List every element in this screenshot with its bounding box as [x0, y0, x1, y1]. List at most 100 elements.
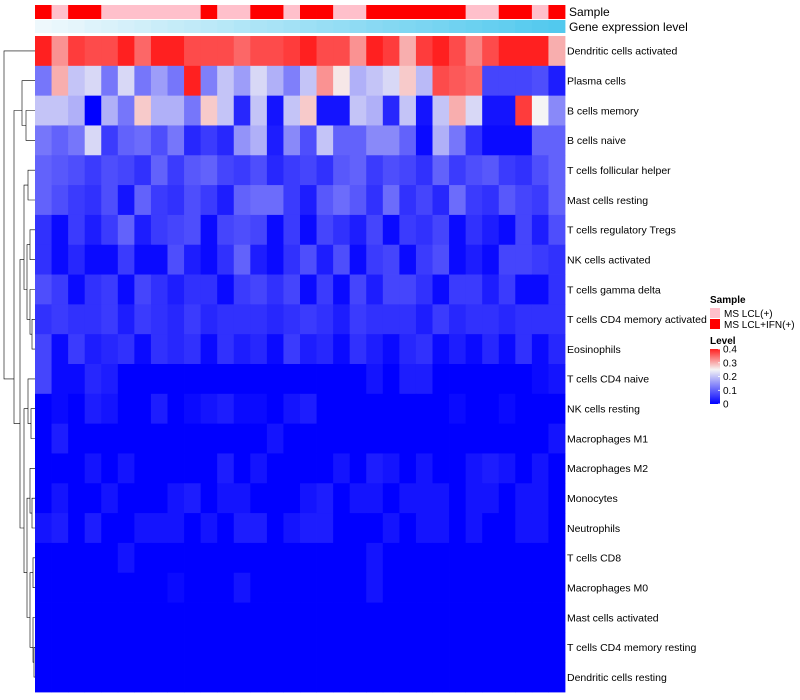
cell-macrophages-m2-7	[134, 453, 152, 484]
cell-t-cells-follicular-helper-1	[35, 155, 52, 186]
cell-macrophages-m2-16	[283, 453, 301, 484]
cell-monocytes-15	[266, 483, 284, 514]
cell-t-cells-gamma-delta-9	[167, 274, 185, 305]
cell-dendritic-cells-resting-12	[217, 662, 235, 693]
cell-mast-cells-activated-28	[482, 602, 500, 633]
cell-eosinophils-26	[449, 334, 467, 365]
cell-dendritic-cells-resting-25	[432, 662, 450, 693]
cell-t-cells-follicular-helper-11	[200, 155, 218, 186]
cell-nk-cells-resting-24	[415, 393, 433, 425]
cell-plasma-cells-29	[498, 65, 516, 97]
cell-macrophages-m0-10	[184, 572, 202, 603]
cell-nk-cells-resting-13	[233, 393, 251, 425]
cell-eosinophils-13	[233, 334, 251, 365]
cell-mast-cells-activated-5	[101, 602, 119, 633]
cell-macrophages-m1-32	[548, 423, 566, 454]
cell-b-cells-memory-24	[415, 95, 433, 126]
cell-t-cells-cd4-naive-32	[548, 364, 566, 395]
cell-b-cells-naive-24	[415, 125, 433, 156]
cell-mast-cells-resting-7	[134, 185, 152, 216]
cell-b-cells-memory-7	[134, 95, 152, 126]
cell-t-cells-cd8-27	[465, 542, 483, 574]
cell-dendritic-cells-activated-31	[531, 36, 549, 67]
cell-eosinophils-12	[217, 334, 235, 365]
cell-macrophages-m0-30	[515, 572, 533, 603]
row-label-monocytes: Monocytes	[567, 493, 618, 505]
cell-mast-cells-activated-16	[283, 602, 301, 633]
cell-mast-cells-activated-24	[415, 602, 433, 633]
cell-dendritic-cells-resting-15	[266, 662, 284, 693]
row-label-t-cells-regulatory-tregs: T cells regulatory Tregs	[567, 225, 676, 237]
cell-t-cells-cd4-naive-31	[531, 364, 549, 395]
cell-plasma-cells-23	[399, 65, 417, 97]
cell-dendritic-cells-resting-32	[548, 662, 566, 693]
cell-nk-cells-resting-19	[333, 393, 351, 425]
cell-dendritic-cells-resting-3	[68, 662, 86, 693]
cell-neutrophils-1	[35, 513, 52, 544]
cell-t-cells-regulatory-tregs-19	[333, 214, 351, 246]
cell-t-cells-cd4-naive-15	[266, 364, 284, 395]
gene-expression-annotation-cell-26	[449, 20, 467, 33]
cell-t-cells-cd4-memory-resting-31	[531, 632, 549, 663]
sample-annotation-cell-24	[415, 5, 433, 19]
cell-t-cells-follicular-helper-9	[167, 155, 185, 186]
cell-mast-cells-resting-14	[250, 185, 268, 216]
cell-dendritic-cells-resting-20	[349, 662, 367, 693]
cell-macrophages-m1-26	[449, 423, 467, 454]
cell-t-cells-follicular-helper-26	[449, 155, 467, 186]
cell-b-cells-memory-27	[465, 95, 483, 126]
cell-t-cells-cd8-10	[184, 542, 202, 574]
cell-t-cells-regulatory-tregs-6	[117, 214, 135, 246]
gene-expression-annotation-cell-31	[531, 20, 549, 33]
cell-nk-cells-activated-22	[382, 244, 400, 275]
cell-t-cells-cd4-memory-resting-23	[399, 632, 417, 663]
cell-monocytes-10	[184, 483, 202, 514]
cell-t-cells-regulatory-tregs-7	[134, 214, 152, 246]
cell-dendritic-cells-resting-23	[399, 662, 417, 693]
cell-macrophages-m2-26	[449, 453, 467, 484]
cell-t-cells-follicular-helper-24	[415, 155, 433, 186]
cell-b-cells-naive-16	[283, 125, 301, 156]
sample-annotation-cell-4	[84, 5, 102, 19]
cell-nk-cells-activated-16	[283, 244, 301, 275]
cell-macrophages-m2-17	[300, 453, 317, 484]
cell-dendritic-cells-activated-10	[184, 36, 202, 67]
gene-expression-annotation-cell-11	[200, 20, 218, 33]
cell-b-cells-memory-31	[531, 95, 549, 126]
cell-b-cells-naive-8	[150, 125, 168, 156]
sample-annotation-cell-10	[184, 5, 202, 19]
row-dendrogram	[3, 50, 35, 678]
cell-t-cells-follicular-helper-23	[399, 155, 417, 186]
cell-monocytes-1	[35, 483, 52, 514]
gene-expression-annotation-cell-8	[150, 20, 168, 33]
cell-nk-cells-resting-25	[432, 393, 450, 425]
cell-t-cells-cd8-20	[349, 542, 367, 574]
cell-t-cells-cd4-memory-activated-16	[283, 304, 301, 335]
cell-dendritic-cells-activated-7	[134, 36, 152, 67]
cell-t-cells-cd4-memory-activated-3	[68, 304, 86, 335]
cell-macrophages-m1-20	[349, 423, 367, 454]
cell-monocytes-21	[366, 483, 384, 514]
cell-t-cells-cd4-memory-resting-14	[250, 632, 268, 663]
cell-t-cells-follicular-helper-25	[432, 155, 450, 186]
cell-plasma-cells-27	[465, 65, 483, 97]
cell-mast-cells-resting-21	[366, 185, 384, 216]
cell-plasma-cells-6	[117, 65, 135, 97]
cell-dendritic-cells-activated-8	[150, 36, 168, 67]
cell-dendritic-cells-resting-27	[465, 662, 483, 693]
annotation-label-sample: Sample	[569, 5, 610, 19]
cell-nk-cells-activated-14	[250, 244, 268, 275]
cell-b-cells-memory-11	[200, 95, 218, 126]
cell-t-cells-cd4-memory-activated-1	[35, 304, 52, 335]
cell-plasma-cells-1	[35, 65, 52, 97]
cell-macrophages-m0-15	[266, 572, 284, 603]
cell-dendritic-cells-resting-5	[101, 662, 119, 693]
cell-neutrophils-23	[399, 513, 417, 544]
cell-dendritic-cells-resting-13	[233, 662, 251, 693]
cell-nk-cells-resting-7	[134, 393, 152, 425]
legend-label-ms-lcl: MS LCL(+)	[724, 309, 773, 320]
cell-plasma-cells-9	[167, 65, 185, 97]
cell-t-cells-cd4-naive-13	[233, 364, 251, 395]
cell-mast-cells-resting-22	[382, 185, 400, 216]
heatmap-cells	[35, 36, 566, 693]
